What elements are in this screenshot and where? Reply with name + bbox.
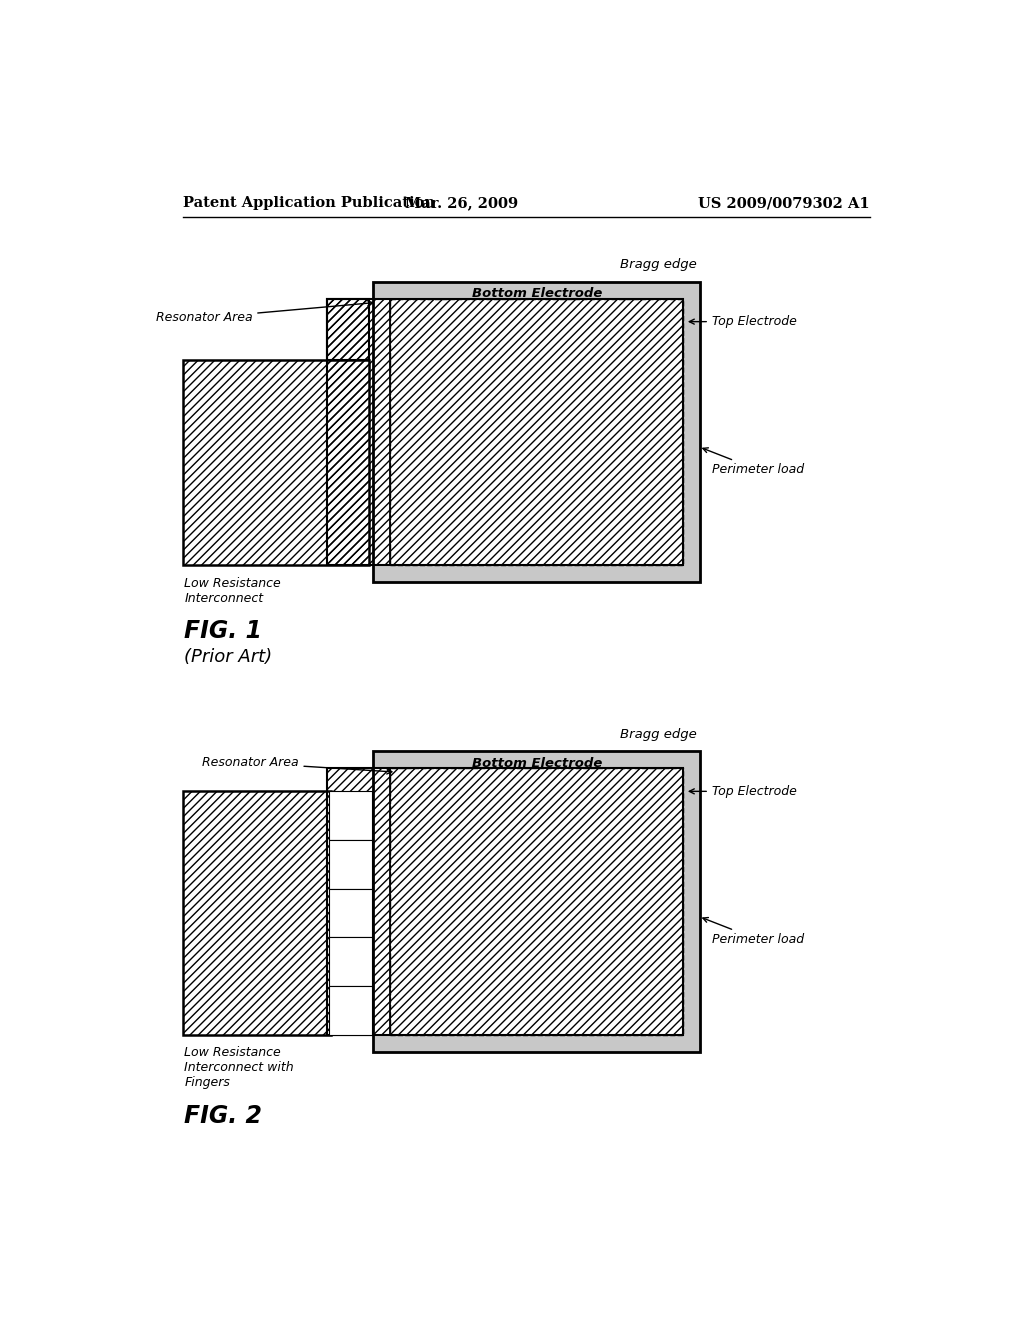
Text: FIG. 1: FIG. 1	[184, 619, 262, 643]
Bar	[390, 768, 683, 1035]
Text: Resonator Area: Resonator Area	[156, 301, 373, 325]
Bar	[330, 792, 372, 840]
Bar	[183, 792, 331, 1035]
Bar	[373, 281, 700, 582]
Bar	[327, 298, 370, 360]
Text: Bragg edge: Bragg edge	[620, 259, 696, 271]
Bar	[373, 751, 700, 1052]
Bar	[330, 888, 372, 937]
Bar	[183, 792, 331, 1035]
Bar	[327, 768, 683, 1035]
Text: Mar. 26, 2009: Mar. 26, 2009	[406, 197, 518, 210]
Bar	[390, 298, 683, 565]
Bar	[330, 986, 372, 1035]
Bar	[330, 792, 372, 840]
Bar	[390, 768, 683, 1035]
Bar	[183, 360, 370, 565]
Text: (Prior Art): (Prior Art)	[184, 648, 272, 667]
Bar	[327, 298, 683, 565]
Text: Top Electrode: Top Electrode	[689, 315, 797, 329]
Text: Bragg edge: Bragg edge	[620, 727, 696, 741]
Bar	[327, 298, 370, 360]
Bar	[390, 298, 683, 565]
Bar	[373, 751, 700, 1052]
Text: Low Resistance
Interconnect: Low Resistance Interconnect	[184, 577, 282, 605]
Bar	[183, 360, 370, 565]
Text: FIG. 2: FIG. 2	[184, 1104, 262, 1129]
Bar	[373, 751, 700, 1052]
Bar	[330, 840, 372, 888]
Bar	[390, 768, 683, 1035]
Text: Patent Application Publication: Patent Application Publication	[183, 197, 435, 210]
Text: Bottom Electrode: Bottom Electrode	[471, 758, 602, 770]
Bar	[330, 986, 372, 1035]
Bar	[330, 937, 372, 986]
Text: Perimeter load: Perimeter load	[702, 917, 804, 946]
Text: Resonator Area: Resonator Area	[202, 756, 392, 774]
Bar	[373, 281, 700, 582]
Bar	[373, 281, 700, 582]
Text: Low Resistance
Interconnect with
Fingers: Low Resistance Interconnect with Fingers	[184, 1047, 294, 1089]
Text: Top Electrode: Top Electrode	[689, 785, 797, 797]
Text: US 2009/0079302 A1: US 2009/0079302 A1	[698, 197, 869, 210]
Bar	[327, 768, 683, 1035]
Text: Bottom Electrode: Bottom Electrode	[471, 288, 602, 301]
Bar	[327, 298, 683, 565]
Bar	[390, 298, 683, 565]
Text: Perimeter load: Perimeter load	[702, 447, 804, 477]
Bar	[330, 888, 372, 937]
